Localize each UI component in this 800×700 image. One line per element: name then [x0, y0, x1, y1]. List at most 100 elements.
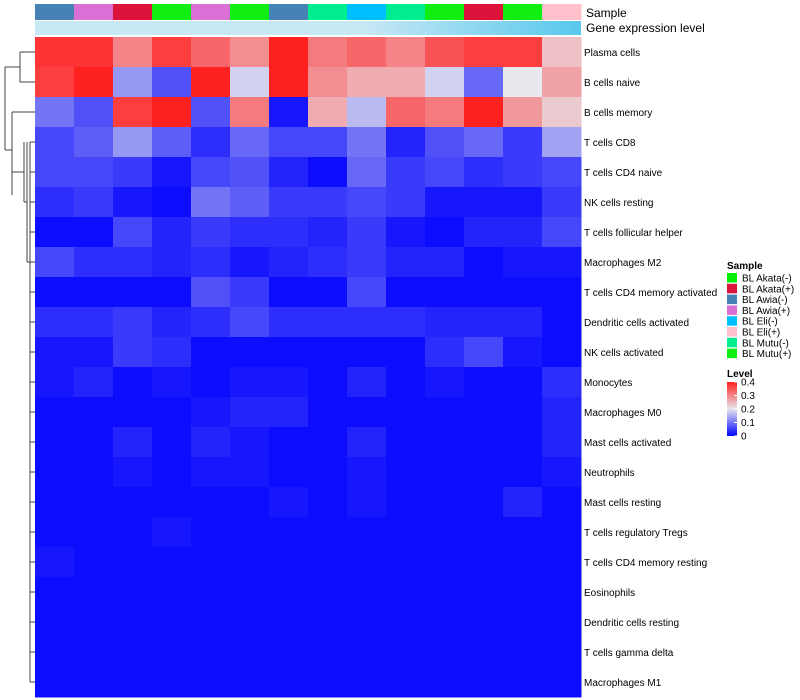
level-tick-label: 0.2	[741, 405, 755, 416]
expression-track-label: Gene expression level	[586, 21, 705, 35]
heatmap-cell	[503, 517, 543, 548]
sample-legend-label: BL Eli(+)	[742, 328, 780, 339]
heatmap-cell	[74, 277, 114, 308]
heatmap-cell	[35, 577, 75, 608]
heatmap-cell	[191, 607, 231, 638]
heatmap-cell	[74, 307, 114, 338]
sample-legend-swatch	[727, 273, 737, 283]
level-colorbar	[727, 382, 737, 436]
heatmap-cell	[152, 67, 192, 98]
heatmap-cell	[347, 187, 387, 218]
heatmap-cell	[35, 487, 75, 518]
row-label: Plasma cells	[584, 48, 640, 59]
heatmap-cell	[230, 427, 270, 458]
heatmap-cell	[425, 667, 465, 698]
heatmap-cell	[74, 157, 114, 188]
heatmap-cell	[308, 157, 348, 188]
heatmap-cell	[269, 337, 309, 368]
heatmap-cell	[74, 457, 114, 488]
heatmap-cell	[230, 517, 270, 548]
heatmap-cell	[425, 487, 465, 518]
heatmap-cell	[74, 67, 114, 98]
heatmap-cell	[152, 337, 192, 368]
heatmap-cell	[347, 97, 387, 128]
heatmap-cell	[347, 307, 387, 338]
heatmap-cell	[425, 187, 465, 218]
heatmap-cell	[191, 427, 231, 458]
heatmap-cell	[152, 307, 192, 338]
heatmap-cell	[269, 277, 309, 308]
heatmap-cell	[35, 427, 75, 458]
heatmap-cell	[269, 247, 309, 278]
sample-legend-label: BL Awia(-)	[742, 295, 788, 306]
heatmap-cell	[74, 397, 114, 428]
heatmap-cell	[113, 637, 153, 668]
heatmap-cell	[35, 277, 75, 308]
heatmap-cell	[230, 67, 270, 98]
row-label: Mast cells resting	[584, 498, 661, 509]
heatmap-cell	[386, 427, 426, 458]
heatmap-cell	[230, 277, 270, 308]
heatmap-cell	[269, 97, 309, 128]
heatmap-cell	[386, 157, 426, 188]
heatmap-cell	[503, 607, 543, 638]
heatmap-cell	[503, 247, 543, 278]
heatmap-cell	[269, 307, 309, 338]
heatmap-cell	[464, 547, 504, 578]
heatmap-cell	[230, 247, 270, 278]
heatmap-cell	[191, 277, 231, 308]
level-tick-label: 0	[741, 432, 747, 443]
heatmap-cell	[503, 127, 543, 158]
heatmap-cell	[425, 457, 465, 488]
heatmap-cell	[269, 67, 309, 98]
heatmap-cell	[503, 457, 543, 488]
heatmap-cell	[113, 397, 153, 428]
heatmap-cell	[386, 577, 426, 608]
heatmap-cell	[113, 97, 153, 128]
heatmap-cell	[35, 247, 75, 278]
heatmap-cell	[386, 187, 426, 218]
heatmap-cell	[542, 517, 582, 548]
heatmap-cell	[308, 187, 348, 218]
heatmap-cell	[503, 427, 543, 458]
heatmap-cell	[347, 547, 387, 578]
heatmap-cell	[35, 337, 75, 368]
heatmap-cell	[308, 217, 348, 248]
heatmap-cell	[542, 97, 582, 128]
heatmap-cell	[464, 397, 504, 428]
row-label: T cells follicular helper	[584, 228, 683, 239]
heatmap-cell	[230, 97, 270, 128]
heatmap-cell	[542, 337, 582, 368]
heatmap-cell	[425, 367, 465, 398]
sample-annotation-cell	[191, 4, 231, 20]
heatmap-cell	[152, 247, 192, 278]
heatmap-cell	[230, 577, 270, 608]
heatmap-cell	[230, 367, 270, 398]
heatmap-cell	[503, 277, 543, 308]
heatmap-cell	[464, 307, 504, 338]
heatmap-cell	[347, 607, 387, 638]
heatmap-cell	[308, 637, 348, 668]
heatmap-cell	[152, 217, 192, 248]
heatmap-cell	[35, 37, 75, 68]
heatmap-cell	[74, 427, 114, 458]
heatmap-cell	[308, 517, 348, 548]
heatmap-cell	[503, 97, 543, 128]
heatmap-cell	[503, 187, 543, 218]
row-label: B cells memory	[584, 108, 652, 119]
expression-annotation-bar	[35, 21, 581, 35]
heatmap-cell	[308, 67, 348, 98]
heatmap-cell	[425, 37, 465, 68]
row-label: B cells naive	[584, 78, 641, 89]
heatmap-cell	[425, 577, 465, 608]
heatmap-cell	[308, 547, 348, 578]
sample-legend-label: BL Akata(-)	[742, 274, 792, 285]
heatmap-cell	[386, 397, 426, 428]
heatmap-cell	[113, 247, 153, 278]
heatmap-cell	[464, 667, 504, 698]
heatmap-cell	[35, 67, 75, 98]
sample-annotation-cell	[542, 4, 582, 20]
sample-legend: Sample BL Akata(-)BL Akata(+)BL Awia(-)B…	[727, 261, 794, 360]
heatmap-cell	[230, 667, 270, 698]
